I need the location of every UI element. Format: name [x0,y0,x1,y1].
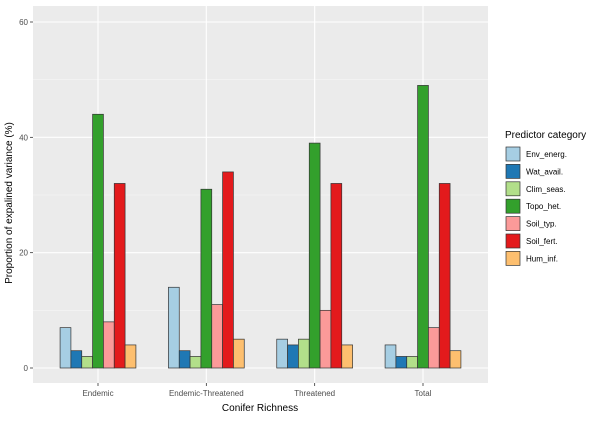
bar [428,327,440,369]
bar [406,356,418,369]
bar [178,350,191,369]
x-tick-label: Endemic-Threatened [169,389,244,398]
y-tick-label: 20 [19,249,28,258]
legend-label: Hum_inf. [526,254,558,263]
bar [417,85,429,369]
legend-swatch [505,233,521,249]
bar [81,356,93,369]
bar [189,356,202,369]
legend-items: Env_energ. Wat_avail. Clim_seas. Topo_het. S… [505,146,567,266]
legend-label: Topo_het. [526,202,561,211]
legend-label: Soil_fert. [526,237,558,246]
bar [341,344,353,369]
legend-swatch [505,181,521,197]
bar [233,338,245,369]
bar [103,321,115,369]
x-tick-label: Threatened [294,389,335,398]
bar [92,113,104,369]
bar [200,188,213,369]
bar [124,344,137,369]
bar [449,350,462,369]
bar [113,183,126,369]
legend-label: Env_energ. [526,150,567,159]
legend-swatch [505,198,521,214]
legend-swatch [505,146,521,162]
legend-swatch [505,216,521,231]
legend-label: Clim_seas. [526,185,566,194]
bar [438,183,451,369]
bar [330,183,343,369]
y-tick-label: 0 [24,364,29,373]
bar [211,304,223,369]
bars [59,85,462,369]
legend-swatch [505,251,521,266]
legend-label: Wat_avail. [526,167,563,176]
y-tick-label: 40 [19,133,28,142]
legend-title: Predictor category [505,130,586,141]
grid-minor [33,79,488,311]
x-tick-label: Endemic [82,389,113,398]
bar [59,327,72,369]
legend: Predictor category Env_energ. Wat_avail. C… [505,130,586,266]
y-axis: 0 20 40 60 [19,18,33,373]
x-axis: Endemic Endemic-Threatened Threatened Total [82,383,432,398]
bar [319,309,332,369]
y-tick-label: 60 [19,18,28,27]
bar [287,344,299,369]
bar [222,171,234,369]
bar [70,350,83,369]
x-axis-title: Conifer Richness [222,403,298,414]
x-tick-label: Total [415,389,432,398]
legend-swatch [505,164,521,179]
bar [298,338,310,369]
y-axis-title: Proportion of expalined variance (%) [4,122,15,284]
bar [384,344,397,369]
bar [276,338,288,369]
legend-label: Soil_typ. [526,220,557,229]
plot-panel [33,6,488,383]
bar [168,286,180,369]
bar [308,142,321,369]
bar [395,356,408,369]
